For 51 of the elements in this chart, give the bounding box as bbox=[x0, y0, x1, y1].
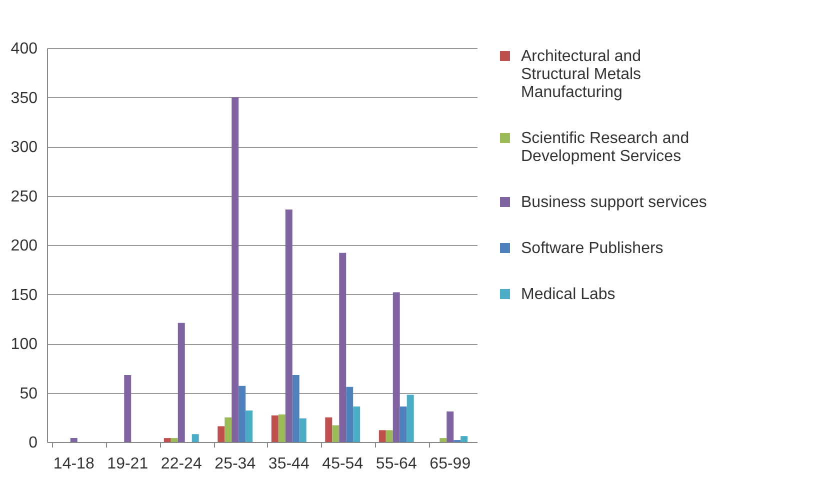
bar bbox=[232, 97, 239, 442]
x-tick-label: 65-99 bbox=[430, 456, 471, 472]
bar bbox=[70, 438, 78, 442]
bar bbox=[346, 386, 354, 442]
bar bbox=[406, 394, 414, 442]
y-tick-label: 100 bbox=[10, 336, 38, 353]
legend-label: Software Publishers bbox=[521, 240, 664, 257]
y-tick-label: 400 bbox=[10, 40, 38, 58]
bar bbox=[339, 252, 346, 442]
bar bbox=[246, 410, 253, 442]
bar bbox=[278, 414, 286, 442]
y-tick-label: 0 bbox=[28, 434, 38, 452]
bar bbox=[271, 415, 278, 442]
bar bbox=[170, 438, 178, 442]
bar bbox=[378, 430, 386, 442]
bar bbox=[353, 406, 360, 442]
bar bbox=[224, 417, 232, 442]
x-tick-label: 25-34 bbox=[214, 456, 256, 472]
bar bbox=[192, 434, 199, 442]
bar bbox=[238, 386, 246, 442]
bar bbox=[218, 426, 225, 442]
y-tick-label: 250 bbox=[10, 188, 38, 206]
bar bbox=[392, 292, 400, 442]
bar bbox=[460, 436, 468, 442]
bar bbox=[285, 210, 292, 442]
bar bbox=[178, 322, 185, 442]
bar bbox=[332, 425, 340, 442]
x-tick-label: 45-54 bbox=[322, 456, 364, 472]
x-tick-label: 14-18 bbox=[53, 456, 94, 472]
x-tick-label: 35-44 bbox=[268, 456, 310, 472]
x-tick-label: 55-64 bbox=[376, 456, 417, 472]
x-tick-label: 19-21 bbox=[107, 456, 148, 472]
bar bbox=[292, 375, 300, 442]
y-tick-label: 350 bbox=[10, 90, 38, 107]
bar bbox=[124, 375, 132, 442]
bar bbox=[446, 411, 454, 442]
y-tick-label: 150 bbox=[10, 286, 38, 304]
y-tick-label: 50 bbox=[20, 385, 38, 402]
legend-label: Architectural and Structural Metals Manufacturing bbox=[521, 48, 642, 101]
y-tick-label: 300 bbox=[10, 139, 38, 156]
y-tick-label: 200 bbox=[10, 238, 38, 254]
legend-label: Medical Labs bbox=[521, 286, 616, 303]
bar bbox=[325, 417, 332, 442]
bar bbox=[440, 438, 447, 442]
legend-label: Scientific Research and Development Services bbox=[521, 130, 690, 165]
x-tick-label: 22-24 bbox=[160, 456, 202, 472]
legend-label: Business support services bbox=[521, 194, 707, 211]
bar bbox=[400, 406, 407, 442]
bar bbox=[164, 438, 171, 442]
bar bbox=[299, 418, 306, 442]
bar bbox=[386, 430, 393, 442]
